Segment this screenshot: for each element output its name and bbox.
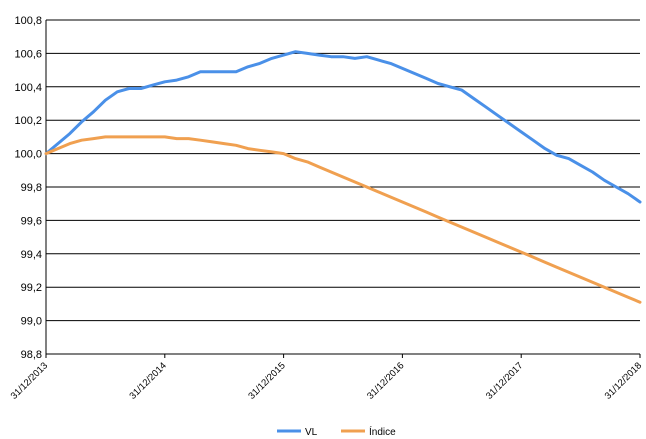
y-tick-label: 99,6 bbox=[21, 215, 42, 227]
gridlines bbox=[46, 19, 640, 355]
x-tick-label: 31/12/2014 bbox=[128, 360, 169, 401]
x-tick-label: 31/12/2018 bbox=[603, 360, 644, 401]
y-tick-label: 99,8 bbox=[21, 182, 42, 194]
legend: VL Índice bbox=[277, 425, 396, 438]
x-tick-label: 31/12/2016 bbox=[365, 360, 406, 401]
y-tick-label: 99,2 bbox=[21, 282, 42, 294]
axes bbox=[45, 20, 640, 355]
y-tick-label: 100,6 bbox=[14, 48, 42, 60]
y-tick-label: 100,0 bbox=[14, 149, 42, 161]
y-axis-tick-labels: 100,8 100,6 100,4 100,2 100,0 99,8 99,6 99,4 99,… bbox=[14, 15, 42, 361]
y-tick-label: 100,8 bbox=[14, 15, 42, 27]
x-tick-label: 31/12/2013 bbox=[9, 360, 50, 401]
y-tick-label: 99,0 bbox=[21, 316, 42, 328]
series-line-indice bbox=[44, 135, 642, 304]
legend-label: Índice bbox=[369, 425, 396, 438]
y-tick-label: 98,8 bbox=[21, 349, 42, 361]
y-tick-label: 99,4 bbox=[21, 249, 42, 261]
x-tick-label: 31/12/2017 bbox=[484, 360, 525, 401]
series-lines bbox=[44, 50, 642, 304]
y-tick-label: 100,4 bbox=[14, 82, 42, 94]
legend-label: VL bbox=[305, 427, 318, 438]
series-line-vl bbox=[44, 50, 642, 204]
x-tick-label: 31/12/2015 bbox=[246, 360, 287, 401]
x-axis-tick-labels: 31/12/2013 31/12/2014 31/12/2015 31/12/2016… bbox=[9, 354, 644, 402]
y-tick-label: 100,2 bbox=[14, 115, 42, 127]
